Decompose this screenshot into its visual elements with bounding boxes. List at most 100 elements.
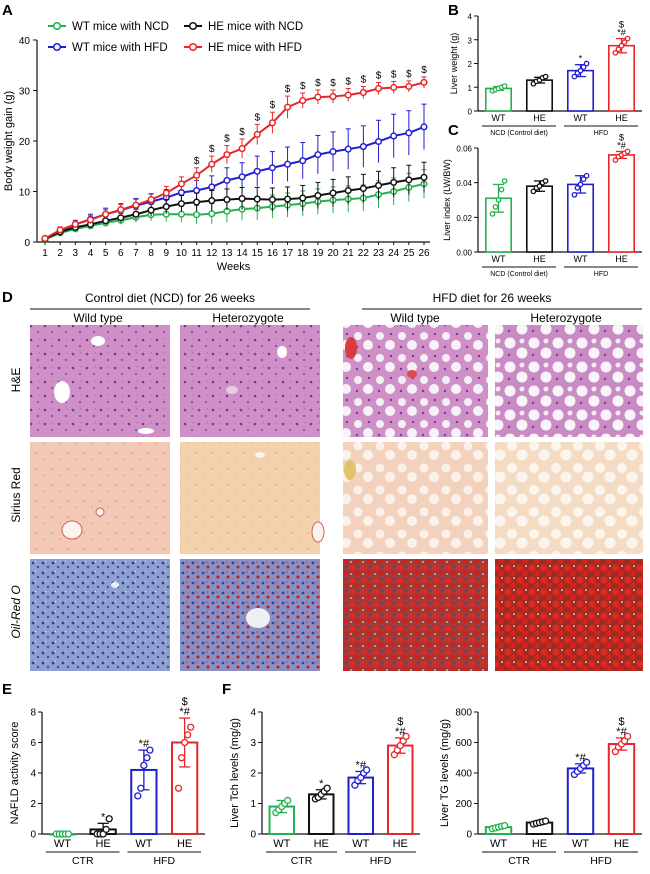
- significance-mark: *#: [139, 738, 150, 750]
- y-tick-label: 3: [468, 36, 473, 45]
- x-tick-label: HE: [615, 113, 628, 123]
- liver-weight-bar-chart: 0 1 2 3 4 Liver weight (g) WT HE WT * HE *#$ NCD (Co…: [449, 13, 642, 137]
- y-tick-label: 800: [455, 708, 472, 719]
- x-tick-label: WT: [492, 254, 506, 264]
- y-tick-label: 6: [30, 738, 36, 749]
- bar: [607, 44, 636, 112]
- legend-marker: [52, 21, 62, 31]
- significance-mark: $: [361, 74, 367, 85]
- data-point: [374, 137, 383, 146]
- vessel-shape: [246, 608, 270, 628]
- data-point: [146, 746, 154, 754]
- panel-letter-d: D: [2, 289, 13, 306]
- data-point: [618, 42, 625, 49]
- y-tick-label: 600: [455, 738, 472, 749]
- data-point: [56, 226, 64, 234]
- data-point: [223, 196, 231, 204]
- data-point: [102, 210, 110, 218]
- x-tick-label: WT: [273, 838, 290, 850]
- panel-letter-a: A: [2, 2, 13, 19]
- x-tick-label: 13: [221, 248, 233, 259]
- x-tick-label: WT: [574, 254, 588, 264]
- significance-mark: $: [239, 127, 245, 138]
- data-point: [253, 130, 261, 138]
- data-point: [624, 35, 631, 42]
- x-tick-label: 8: [148, 248, 154, 259]
- data-point: [137, 784, 145, 792]
- data-point: [299, 97, 307, 105]
- data-point: [492, 204, 499, 210]
- vessel-shape: [138, 428, 154, 434]
- vessel-shape: [95, 507, 105, 517]
- x-tick-label: 3: [73, 248, 79, 259]
- data-point: [359, 143, 367, 151]
- micrograph-he-he-hfd: [495, 325, 643, 437]
- data-point: [329, 93, 337, 101]
- data-point: [390, 178, 398, 186]
- x-tick-label: 21: [343, 248, 355, 259]
- data-point: [344, 91, 352, 99]
- significance-mark: *: [579, 54, 583, 64]
- legend: WT mice with NCD WT mice with HFD HE mice …: [48, 21, 303, 54]
- data-point: [177, 754, 186, 762]
- y-tick-label: 2: [468, 60, 473, 69]
- legend-label: WT mice with HFD: [72, 42, 168, 54]
- significance-mark: $: [254, 112, 260, 123]
- significance-mark: *: [319, 778, 324, 790]
- data-point: [621, 39, 628, 45]
- data-point: [390, 132, 398, 140]
- data-point: [64, 830, 73, 838]
- significance-mark: *#: [617, 140, 626, 150]
- data-point: [193, 211, 201, 219]
- bar: [607, 743, 636, 836]
- bar: [525, 185, 554, 253]
- x-tick-label: 16: [267, 248, 279, 259]
- micrograph-sirius-wt-ncd: [30, 442, 170, 554]
- x-tick-label: WT: [574, 113, 588, 123]
- data-point: [174, 784, 183, 792]
- vessel-shape: [226, 386, 238, 394]
- y-tick-label: 0.04: [456, 179, 472, 188]
- panel-letter-e: E: [2, 681, 12, 698]
- data-point: [180, 738, 189, 747]
- x-tick-label: 18: [297, 248, 309, 259]
- row-label-oil-red-o: Oil-Red O: [9, 585, 23, 638]
- data-point: [405, 129, 413, 137]
- data-point: [329, 148, 337, 156]
- data-point: [530, 188, 537, 195]
- legend-label: HE mice with HFD: [208, 42, 302, 54]
- x-tick-label: 19: [312, 248, 324, 259]
- significance-mark: $: [619, 132, 624, 142]
- data-point: [238, 195, 246, 203]
- data-point: [41, 234, 49, 243]
- data-point: [344, 145, 352, 153]
- significance-mark: $: [194, 156, 200, 167]
- data-point: [71, 220, 79, 228]
- micrograph-sirius-he-ncd: [180, 442, 320, 554]
- x-tick-label: HE: [177, 838, 192, 850]
- bar: [566, 767, 595, 835]
- x-tick-label: 7: [133, 248, 139, 259]
- data-point: [623, 732, 632, 741]
- vessel-shape: [344, 460, 356, 480]
- data-point: [268, 119, 276, 127]
- y-tick-label: 0.02: [456, 214, 472, 223]
- y-axis-title: Liver weight (g): [449, 33, 459, 95]
- data-point: [362, 766, 371, 774]
- legend-label: WT mice with NCD: [72, 21, 169, 33]
- data-point: [284, 195, 292, 203]
- vessel-shape: [91, 336, 105, 346]
- significance-mark: *#: [356, 759, 367, 771]
- data-point: [329, 189, 337, 197]
- x-tick-label: 15: [252, 248, 264, 259]
- y-tick-label: 4: [30, 769, 36, 780]
- y-tick-label: 8: [30, 708, 36, 719]
- data-point: [542, 73, 549, 80]
- vessel-shape: [255, 452, 265, 458]
- data-point: [117, 206, 125, 214]
- data-point: [117, 214, 125, 222]
- group-header-hfd: HFD diet for 26 weeks: [433, 291, 552, 305]
- row-label-he: H&E: [9, 368, 23, 393]
